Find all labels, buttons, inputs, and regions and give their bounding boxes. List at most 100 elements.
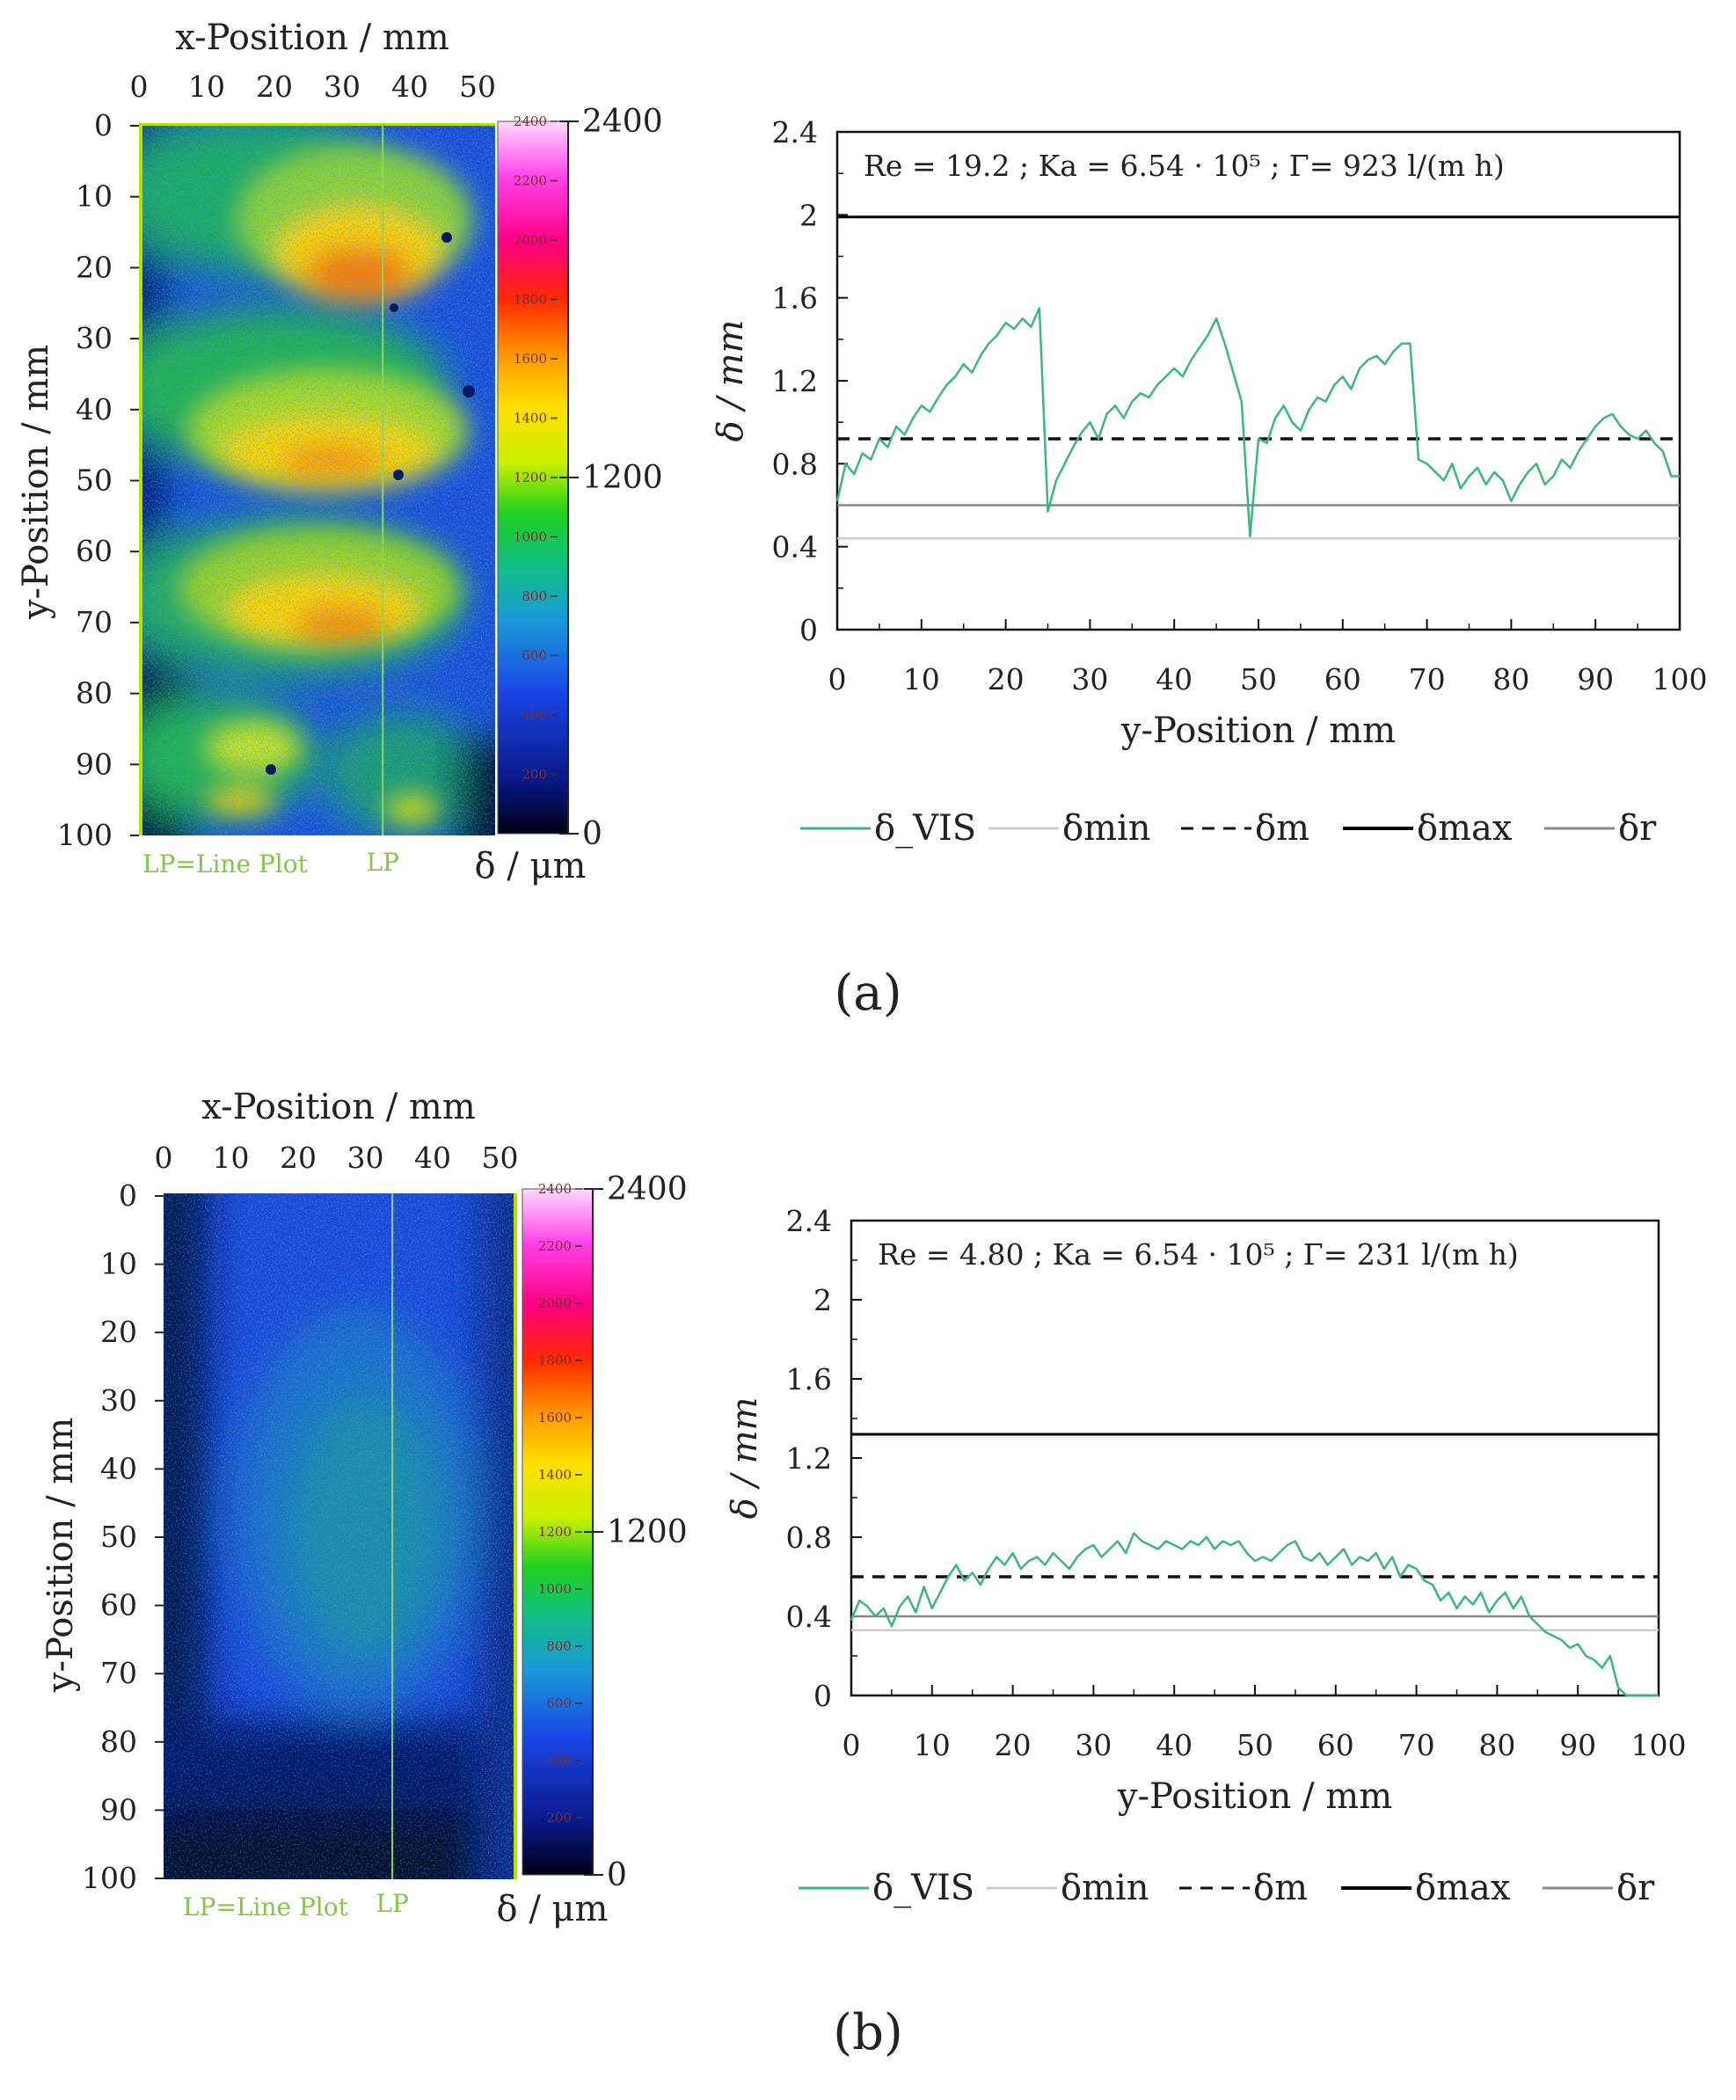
legend-label: δmax [1415, 1868, 1511, 1908]
x-tick-label: 100 [1652, 662, 1708, 696]
y-tick-label: 2.4 [786, 1204, 832, 1238]
x-axis-title: y-Position / mm [1120, 711, 1396, 751]
y-tick-label: 1.2 [786, 1441, 832, 1476]
y-tick-label: 1.6 [772, 281, 818, 316]
map-x-tick-label: 40 [391, 69, 428, 104]
map-y-tick-label: 40 [100, 1451, 137, 1485]
colorbar-tick-label: 2200 [514, 173, 547, 189]
x-tick-label: 90 [1559, 1728, 1596, 1762]
y-axis-title: δ / mm [711, 320, 751, 442]
map-y-tick-label: 90 [76, 747, 113, 781]
colorbar-tick-label: 2000 [514, 232, 547, 248]
colorbar-tick-label: 1200 [538, 1524, 572, 1540]
x-tick-label: 60 [1317, 1728, 1354, 1762]
panel-label: (b) [833, 2004, 903, 2061]
map-y-title: y-Position / mm [40, 1418, 81, 1693]
x-tick-label: 0 [828, 662, 847, 696]
x-tick-label: 50 [1236, 1728, 1273, 1762]
colorbar-tick-label: 1400 [514, 411, 547, 427]
colorbar-tick-label: 2000 [538, 1295, 572, 1311]
map-y-tick-label: 30 [100, 1383, 137, 1418]
map-x-tick-label: 50 [482, 1141, 519, 1175]
colorbar-tick-label: 1200 [514, 470, 547, 485]
colorbar-major-label: 1200 [582, 460, 663, 496]
colorbar-unit: δ / μm [475, 846, 587, 886]
colorbar-major-label: 2400 [582, 104, 663, 140]
legend-label: δmax [1417, 808, 1513, 849]
map-y-title: y-Position / mm [16, 345, 56, 620]
map-x-tick-label: 0 [155, 1141, 173, 1175]
y-tick-label: 1.2 [772, 364, 818, 398]
x-tick-label: 20 [995, 1728, 1032, 1762]
legend-label: δm [1255, 808, 1309, 849]
colorbar-major-label: 0 [607, 1857, 627, 1893]
heat-field [164, 1193, 517, 1879]
map-x-tick-label: 20 [280, 1141, 317, 1175]
map-x-tick-label: 0 [130, 69, 149, 104]
map-x-tick-label: 20 [256, 69, 293, 104]
map-x-ticks: 0 10 20 30 40 50 [130, 69, 497, 104]
map-y-tick-label: 100 [57, 818, 113, 852]
x-tick-label: 40 [1156, 662, 1193, 696]
colorbar-tick-label: 2400 [514, 113, 547, 129]
y-tick-label: 0.8 [772, 447, 818, 481]
colorbar-major-ticks: 2400 1200 0 [584, 1171, 688, 1893]
y-tick-label: 2.4 [772, 115, 818, 149]
lp-note: LP=Line Plot [183, 1892, 349, 1921]
map-y-tick-label: 50 [76, 463, 113, 498]
map-y-tick-label: 30 [76, 321, 113, 355]
colorbar-tick-label: 1600 [538, 1410, 572, 1426]
map-y-ticks: 0 10 20 30 40 50 60 70 80 90 100 [82, 1178, 164, 1895]
map-x-tick-label: 50 [459, 69, 496, 104]
colorbar-tick-label: 200 [522, 767, 547, 783]
map-x-tick-label: 10 [188, 69, 225, 104]
y-axis-title: δ / mm [725, 1397, 765, 1520]
colorbar-tick-label: 1800 [538, 1353, 572, 1368]
x-axis-title: y-Position / mm [1117, 1776, 1392, 1817]
x-tick-label: 30 [1075, 1728, 1112, 1762]
parameters-annotation: Re = 19.2 ; Ka = 6.54 · 10⁵ ; Γ= 923 l/(… [864, 149, 1505, 183]
map-y-tick-label: 0 [119, 1178, 137, 1213]
line-plot: 0 0.4 0.8 1.2 1.6 2 2.4 0 10 20 30 40 50 60 70 80 90 100 y… [725, 1204, 1687, 1908]
heat-field [139, 123, 495, 835]
map-y-tick-label: 70 [76, 605, 113, 639]
map-y-tick-label: 100 [82, 1861, 137, 1895]
map-y-tick-label: 40 [76, 392, 113, 427]
map-x-title: x-Position / mm [175, 18, 449, 58]
colorbar-tick-label: 600 [522, 648, 547, 664]
map-x-tick-label: 30 [324, 69, 361, 104]
thickness-map: x-Position / mm y-Position / mm 0 10 20 30 4… [16, 18, 663, 886]
legend-label: δmin [1062, 808, 1151, 849]
colorbar-ticks: 2400 2200 2000 1800 1600 1400 1200 1000 800 600 40… [538, 1181, 582, 1826]
map-y-tick-label: 10 [100, 1247, 137, 1281]
y-tick-label: 0 [813, 1679, 832, 1713]
colorbar-major-ticks: 2400 1200 0 [559, 104, 663, 852]
x-tick-label: 20 [988, 662, 1025, 696]
x-tick-label: 80 [1492, 662, 1529, 696]
panel-a: x-Position / mm y-Position / mm 0 10 20 30 4… [16, 18, 1708, 1022]
y-tick-label: 0.4 [772, 530, 818, 565]
colorbar-tick-label: 800 [522, 588, 547, 604]
legend-label: δ_VIS [872, 1868, 974, 1908]
colorbar-major-label: 0 [582, 816, 602, 852]
colorbar-tick-label: 400 [546, 1753, 572, 1768]
x-tick-label: 30 [1071, 662, 1108, 696]
x-tick-label: 60 [1324, 662, 1361, 696]
map-y-tick-label: 80 [100, 1724, 137, 1759]
x-tick-label: 80 [1478, 1728, 1515, 1762]
series-line-vis [850, 1532, 1659, 1697]
colorbar-tick-label: 1400 [538, 1467, 572, 1483]
series-line-vis [835, 307, 1680, 538]
y-tick-label: 2 [799, 198, 818, 232]
colorbar-unit: δ / μm [497, 1889, 609, 1929]
lp-label: LP [376, 1889, 408, 1918]
legend-label: δ_VIS [874, 808, 976, 849]
panel-b: x-Position / mm y-Position / mm 0 10 20 30 4… [40, 1087, 1687, 2061]
y-tick-label: 1.6 [786, 1362, 832, 1396]
x-tick-label: 70 [1409, 662, 1446, 696]
colorbar-tick-label: 2400 [538, 1181, 572, 1197]
colorbar-ticks: 2400 2200 2000 1800 1600 1400 1200 1000 800 600 40… [514, 113, 558, 783]
line-plot: 0 0.4 0.8 1.2 1.6 2 2.4 0 10 20 30 40 50 60 70 80 90 100 y… [711, 115, 1708, 849]
map-y-tick-label: 70 [100, 1656, 137, 1690]
